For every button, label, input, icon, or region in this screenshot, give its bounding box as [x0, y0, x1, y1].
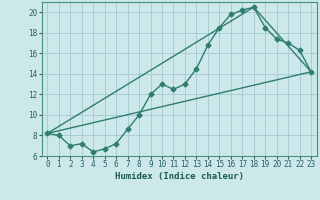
X-axis label: Humidex (Indice chaleur): Humidex (Indice chaleur) — [115, 172, 244, 181]
